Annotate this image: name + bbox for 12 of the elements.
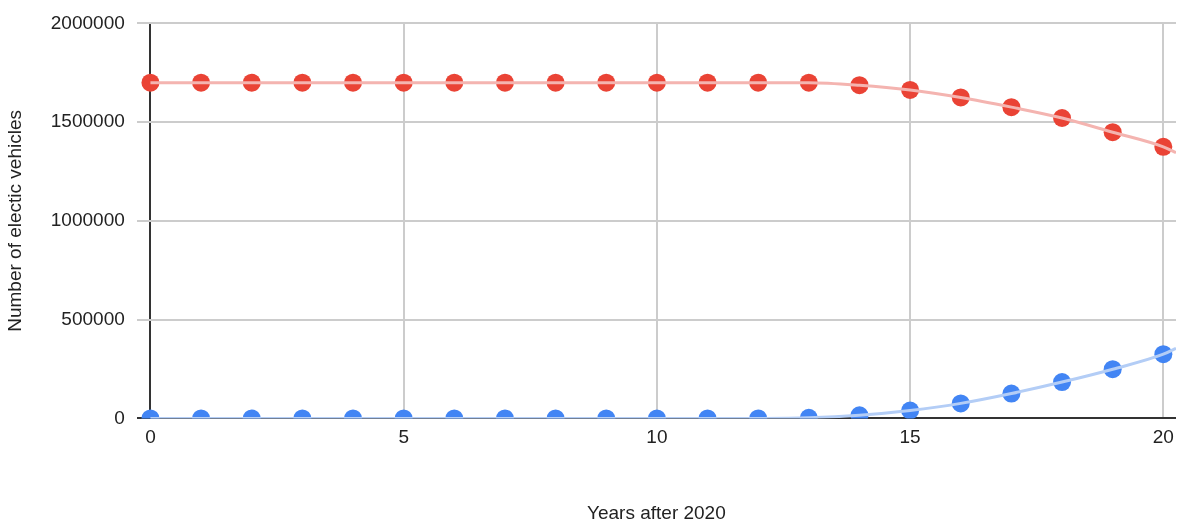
y-tick-label: 1500000	[50, 110, 125, 132]
x-axis-title: Years after 2020	[587, 501, 726, 523]
x-tick-label: 5	[398, 426, 409, 448]
x-tick-label: 15	[899, 426, 921, 448]
y-tick-label: 0	[114, 406, 125, 428]
y-tick-label: 500000	[61, 307, 125, 329]
y-axis-title: Number of electic vehicles	[3, 110, 25, 332]
x-tick-label: 10	[646, 426, 668, 448]
y-tick-label: 1000000	[50, 209, 125, 231]
y-tick-label: 2000000	[50, 11, 125, 33]
x-tick-label: 20	[1152, 426, 1174, 448]
x-tick-label: 0	[145, 426, 156, 448]
